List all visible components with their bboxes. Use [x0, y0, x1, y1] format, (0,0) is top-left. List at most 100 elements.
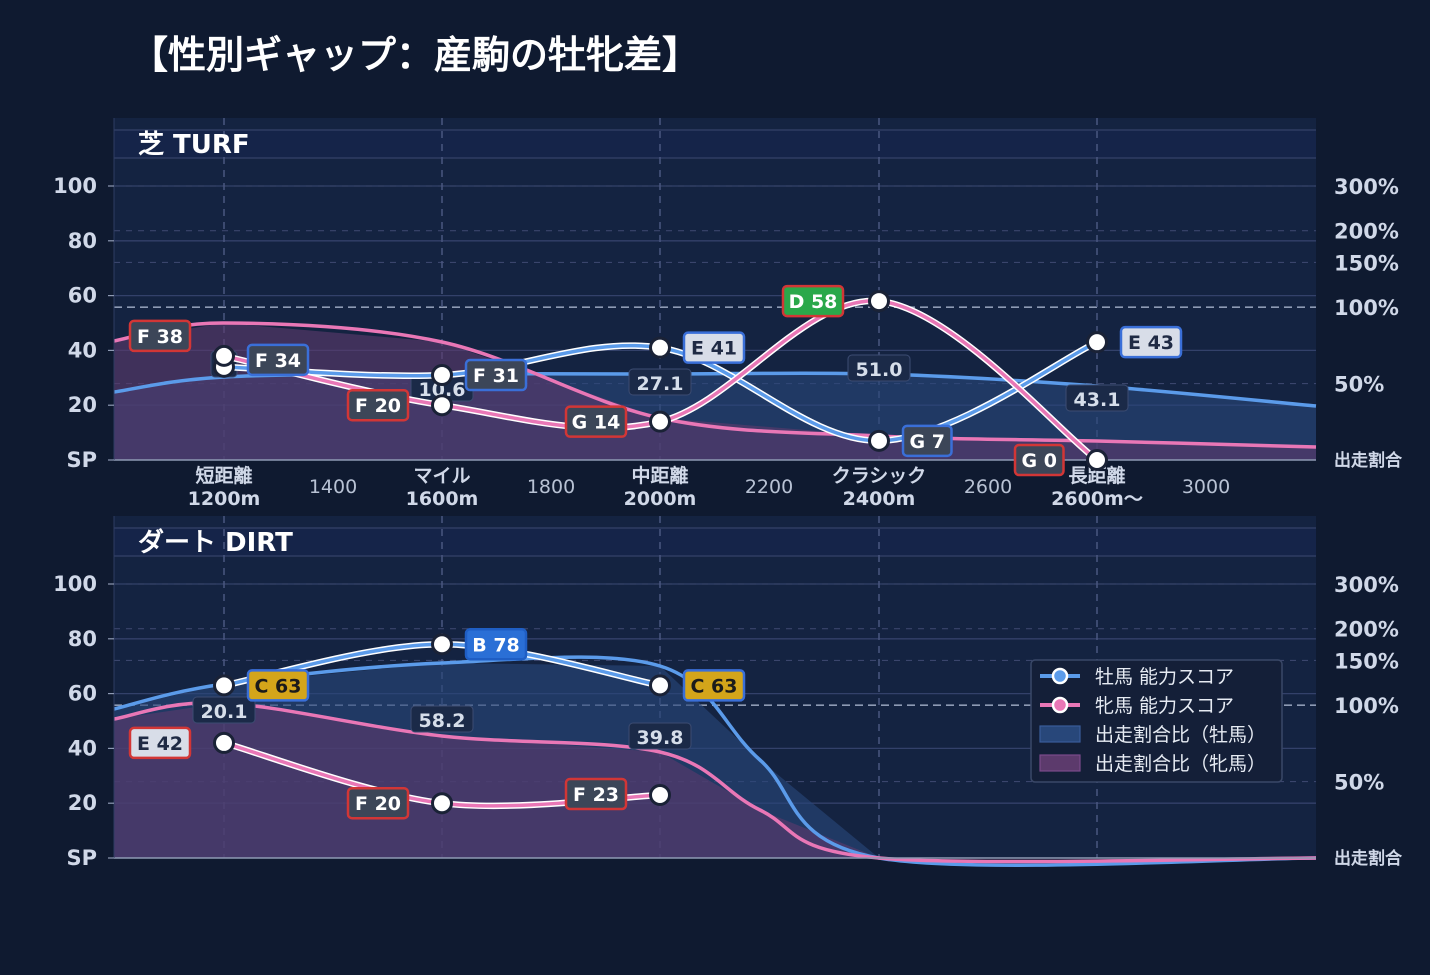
rank-badge-bg	[682, 669, 746, 702]
y-tick-label: SP	[66, 846, 97, 870]
rank-badge: B 78	[464, 628, 528, 661]
y2-tick-label: 150%	[1334, 251, 1399, 275]
legend-label: 牝馬 能力スコア	[1095, 695, 1234, 717]
legend-fill-swatch	[1039, 754, 1081, 772]
rank-badge: G 0	[1013, 443, 1065, 477]
rank-badge-text: F 20	[355, 395, 401, 417]
x-minor-tick: 1800	[527, 476, 575, 498]
ratio-label-text: 10.6	[419, 379, 466, 401]
rank-badge-text: B 78	[472, 634, 520, 656]
ratio-label-text: 20.1	[201, 701, 248, 723]
rank-badge: F 20	[346, 786, 410, 820]
female-score-point	[1086, 449, 1108, 471]
y-tick-label: 40	[68, 736, 97, 760]
x-tick-dist: 2600m〜	[1051, 488, 1143, 510]
y2-bottom-label: 出走割合	[1334, 848, 1403, 869]
rank-badge: D 58	[781, 284, 845, 318]
x-tick-name: クラシック	[832, 465, 927, 487]
x-minor-tick: 2600	[964, 476, 1012, 498]
rank-badge-bg	[564, 405, 628, 438]
rank-badge-text: E 42	[137, 733, 183, 755]
x-minor-tick: 2200	[745, 476, 793, 498]
ratio-label: 51.0	[847, 354, 911, 382]
ratio-label-text: 58.2	[419, 710, 466, 732]
rank-badge: F 34	[246, 343, 310, 377]
rank-badge-text: C 63	[691, 675, 738, 697]
x-tick-dist: 2400m	[843, 488, 916, 510]
y2-tick-label: 100%	[1334, 296, 1399, 320]
rank-badge-text: G 7	[910, 431, 945, 453]
rank-badge: C 63	[682, 669, 746, 702]
rank-badge: E 43	[1119, 325, 1183, 359]
ratio-label-bg	[847, 354, 911, 382]
y-tick-label: 80	[68, 229, 97, 253]
ratio-label-bg	[192, 696, 256, 724]
y-tick-label: 80	[68, 627, 97, 651]
y2-tick-label: 150%	[1334, 649, 1399, 673]
ratio-label: 39.8	[628, 722, 692, 750]
x-tick-name: マイル	[413, 465, 470, 487]
rank-badge-bg	[246, 669, 310, 702]
y-tick-label: 60	[68, 284, 97, 308]
rank-badge-text: C 63	[255, 675, 302, 697]
y2-tick-label: 200%	[1334, 618, 1399, 642]
female-score-point	[649, 410, 671, 433]
y2-tick-label: 300%	[1334, 175, 1399, 199]
page-title: 【性別ギャップ：産駒の牡牝差】	[130, 33, 700, 77]
rank-badge-bg	[128, 726, 192, 760]
y-tick-label: 60	[68, 682, 97, 706]
x-tick-name: 長距離	[1068, 464, 1125, 487]
y2-bottom-label: 出走割合	[1334, 450, 1403, 471]
rank-badge-bg	[346, 388, 410, 422]
male-score-point	[431, 364, 453, 387]
ratio-label: 20.1	[192, 696, 256, 724]
male-score-point	[649, 674, 671, 697]
rank-badge: F 31	[464, 358, 528, 392]
y2-tick-label: 50%	[1334, 373, 1384, 397]
rank-badge-text: F 31	[473, 365, 519, 387]
rank-badge-bg	[564, 777, 628, 811]
y2-tick-label: 300%	[1334, 573, 1399, 597]
rank-badge-text: F 23	[573, 784, 619, 806]
legend-marker	[1051, 696, 1069, 714]
male-score-point	[868, 429, 890, 452]
rank-badge: E 41	[682, 331, 746, 364]
rank-badge-text: E 41	[691, 338, 737, 360]
ratio-label: 43.1	[1065, 384, 1129, 412]
title-band	[114, 130, 1316, 158]
female-score-point	[431, 792, 453, 815]
rank-badge-text: F 34	[255, 350, 301, 372]
ratio-label: 58.2	[410, 705, 474, 733]
rank-badge-bg	[464, 358, 528, 392]
female-score-point	[868, 290, 890, 313]
x-tick-name: 短距離	[195, 464, 252, 487]
legend-label: 出走割合比（牡馬）	[1095, 724, 1266, 746]
ratio-label-bg	[628, 722, 692, 750]
title-band	[114, 528, 1316, 556]
ratio-label-text: 27.1	[637, 373, 684, 395]
y-tick-label: 20	[68, 791, 97, 815]
rank-badge-text: G 14	[572, 412, 621, 434]
female-ratio-area	[114, 323, 1316, 460]
y-tick-label: SP	[66, 448, 97, 472]
y2-tick-label: 50%	[1334, 771, 1384, 795]
male-score-point	[431, 633, 453, 656]
y-tick-label: 100	[53, 572, 97, 596]
ratio-label: 27.1	[628, 368, 692, 396]
male-score-point	[213, 674, 235, 697]
rank-badge: F 20	[346, 388, 410, 422]
x-minor-tick: 3000	[1182, 476, 1230, 498]
ratio-label-bg	[1065, 384, 1129, 412]
rank-badge-text: D 58	[789, 291, 838, 313]
rank-badge-bg	[781, 284, 845, 318]
rank-badge-text: F 38	[137, 326, 183, 348]
rank-badge-bg	[901, 424, 953, 458]
ratio-label-text: 39.8	[637, 727, 684, 749]
rank-badge: G 7	[901, 424, 953, 458]
female-score-point	[213, 344, 235, 367]
rank-badge-text: G 0	[1022, 450, 1057, 472]
rank-badge: E 42	[128, 726, 192, 760]
y2-tick-label: 200%	[1334, 220, 1399, 244]
female-ratio-area	[114, 703, 1316, 858]
